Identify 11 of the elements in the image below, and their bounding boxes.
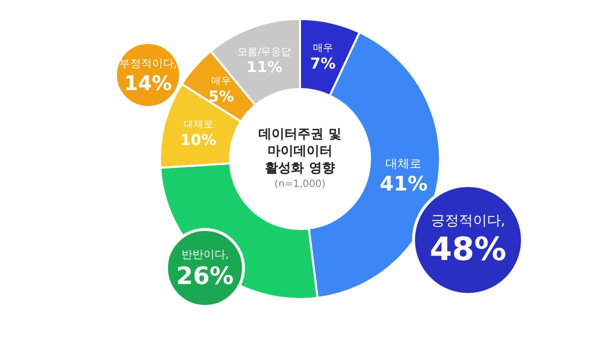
circle-badge: 반반이다, 26% <box>165 228 245 308</box>
circle-badge: 부정적이다, 14% <box>114 41 182 109</box>
data-label: 5% <box>208 87 234 106</box>
slice-label: 매우 <box>211 76 232 88</box>
text: 데이터주권 및 마이데이터 활성화 영향 <box>258 126 342 177</box>
slice-label: 대체로 <box>386 156 422 171</box>
data-label: 10% <box>180 130 216 149</box>
slice-label: 대체로 <box>183 119 214 130</box>
slice-label: 매우 <box>312 43 333 54</box>
text: (n=1,000) <box>273 179 327 190</box>
data-label: 7% <box>310 54 336 72</box>
